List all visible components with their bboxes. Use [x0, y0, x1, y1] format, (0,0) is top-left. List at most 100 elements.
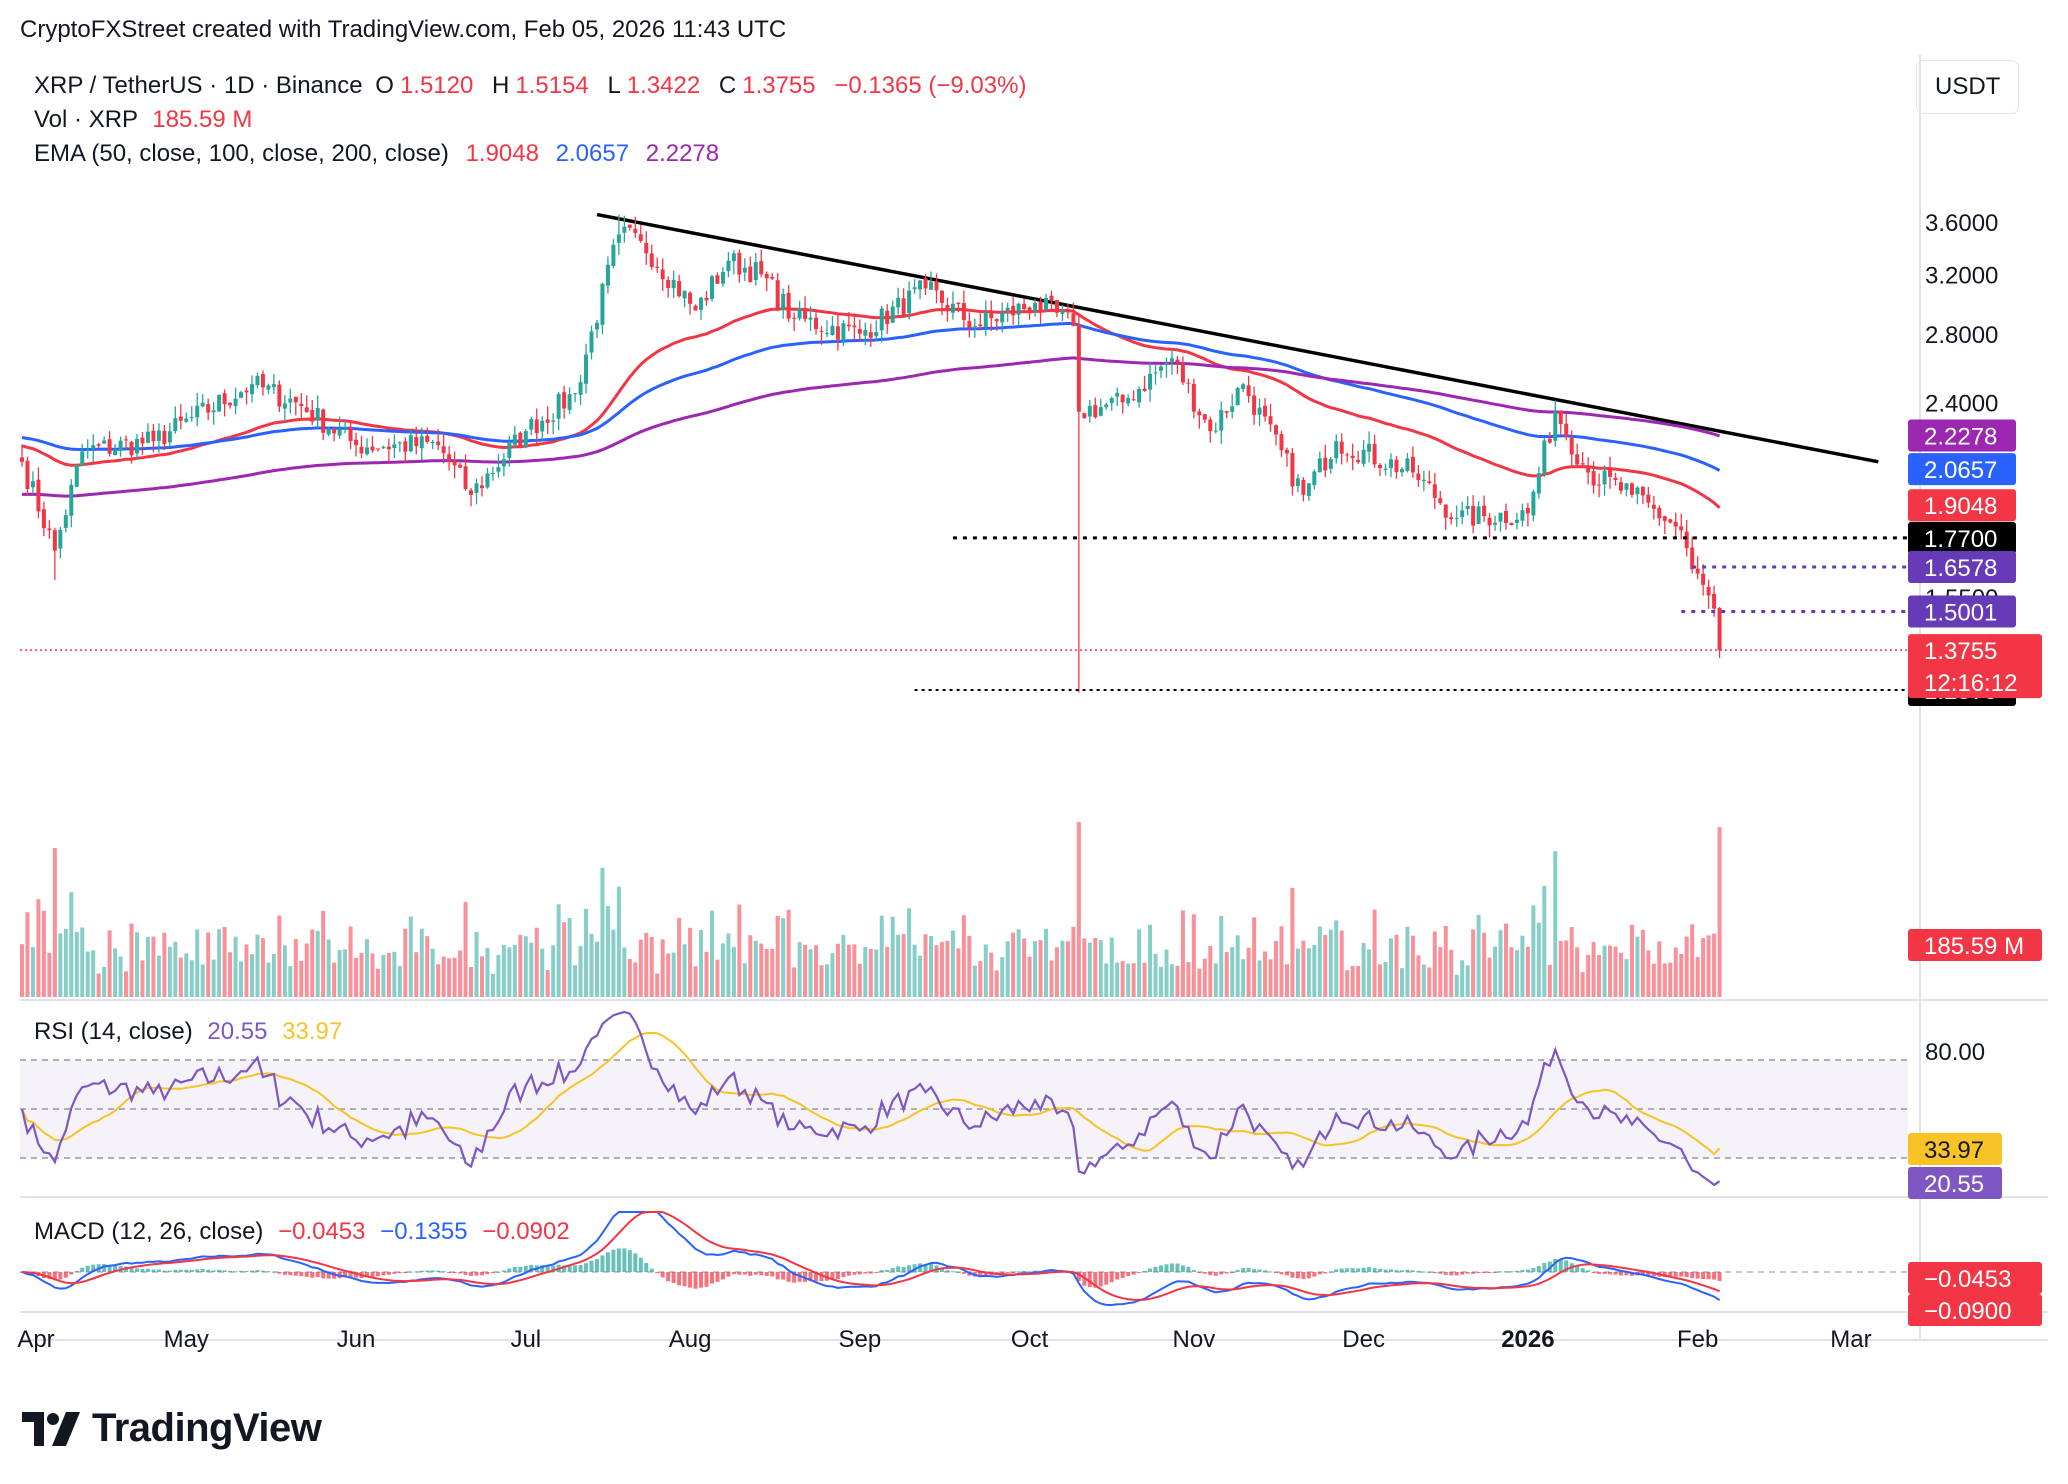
price-label-1.7700: 1.7700	[1924, 526, 1997, 553]
candle-body	[1690, 547, 1695, 570]
macd-histogram-bar	[1438, 1272, 1443, 1274]
macd-histogram-bar	[1684, 1272, 1689, 1278]
candle-body	[600, 283, 605, 325]
volume-value: 185.59 M	[152, 106, 253, 133]
volume-bar	[1246, 947, 1251, 997]
candle-body	[359, 446, 364, 454]
volume-bar	[47, 952, 52, 997]
candle-body	[1126, 397, 1131, 404]
volume-bar	[354, 957, 359, 997]
macd-histogram-bar	[1421, 1271, 1426, 1273]
candle-body	[792, 317, 797, 319]
candle-body	[1542, 440, 1547, 475]
candle-body	[1531, 491, 1536, 516]
macd-axis-label: −0.0900	[1924, 1298, 2011, 1325]
price-label-2.0657: 2.0657	[1924, 457, 1997, 484]
volume-bar	[200, 964, 205, 997]
volume-bar	[1022, 938, 1027, 997]
candle-body	[868, 332, 873, 338]
candle-body	[244, 390, 249, 393]
price-tick-label: 3.2000	[1925, 262, 1998, 289]
candle-body	[770, 276, 775, 279]
candle-body	[403, 441, 408, 452]
volume-bar	[1668, 962, 1673, 997]
volume-bar	[1542, 885, 1547, 997]
volume-bar	[1695, 956, 1700, 997]
volume-bar	[1126, 963, 1131, 997]
rsi-label-tag	[1908, 1133, 2002, 1165]
symbol-name[interactable]: XRP / TetherUS · 1D · Binance	[34, 72, 363, 99]
macd-histogram-bar	[1460, 1272, 1465, 1275]
macd-histogram-bar	[600, 1255, 605, 1272]
volume-bar	[1175, 965, 1180, 997]
candle-body	[1142, 388, 1147, 392]
macd-histogram-bar	[1493, 1272, 1498, 1273]
candle-body	[1054, 300, 1059, 313]
candle-body	[107, 439, 112, 454]
macd-histogram-bar	[419, 1270, 424, 1272]
candle-body	[830, 325, 835, 336]
macd-histogram-bar	[85, 1265, 90, 1272]
volume-bar	[562, 922, 567, 997]
price-axis[interactable]: 3.60003.20002.80002.40002.10001.70001.55…	[1908, 210, 2042, 961]
volume-bar	[1476, 914, 1481, 997]
open-value: 1.5120	[399, 72, 474, 99]
time-axis[interactable]: Apr May Jun Jul Aug Sep Oct Nov Dec 2026 Feb Mar	[17, 1326, 1871, 1353]
volume-bar	[501, 944, 506, 997]
candle-body	[52, 530, 57, 551]
volume-bar	[1076, 822, 1081, 997]
volume-bar	[277, 915, 282, 997]
currency-button[interactable]: USDT	[1916, 60, 2020, 114]
volume-bar	[753, 940, 758, 997]
candle-body	[764, 273, 769, 279]
volume-bar	[113, 948, 118, 997]
macd-histogram-bar	[1372, 1268, 1377, 1272]
macd-histogram-bar	[1295, 1272, 1300, 1279]
macd-histogram-bar	[233, 1271, 238, 1273]
volume-bar	[1580, 972, 1585, 997]
volume-bar	[1153, 953, 1158, 997]
candle-body	[1208, 419, 1213, 432]
macd-histogram-bar	[1695, 1272, 1700, 1279]
volume-bar	[25, 912, 30, 997]
volume-bar	[638, 939, 643, 997]
candle-body	[1120, 394, 1125, 403]
attribution-text: CryptoFXStreet created with TradingView.…	[20, 16, 787, 43]
tradingview-logo[interactable]: TradingView	[22, 1406, 322, 1451]
macd-histogram-bar	[1618, 1272, 1623, 1276]
candle-body	[1137, 388, 1142, 403]
time-label-Apr: Apr	[17, 1326, 54, 1353]
price-tick-label: 2.4000	[1925, 390, 1998, 417]
macd-histogram-bar	[846, 1272, 851, 1276]
candle-body	[195, 405, 200, 418]
candle-body	[1438, 498, 1443, 504]
candle-body	[430, 441, 435, 444]
price-label-2.0657-tag	[1908, 453, 2016, 486]
candle-body	[1640, 486, 1645, 496]
volume-bar	[1421, 964, 1426, 997]
candle-body	[162, 430, 167, 445]
volume-bar	[1257, 960, 1262, 997]
volume-bar	[1416, 955, 1421, 997]
candle-body	[1367, 443, 1372, 452]
macd-histogram-bar	[808, 1272, 813, 1282]
volume-bar	[835, 943, 840, 997]
candle-body	[879, 308, 884, 331]
candle-body	[507, 443, 512, 458]
candle-body	[677, 281, 682, 297]
candle-body	[1503, 511, 1508, 524]
volume-bar	[1120, 961, 1125, 997]
volume-bar	[1306, 948, 1311, 997]
rsi-pane: 80.00 33.97 20.55	[20, 1010, 2002, 1199]
candle-body	[200, 402, 205, 407]
volume-bar	[764, 949, 769, 997]
volume-bar	[726, 933, 731, 997]
macd-histogram-bar	[249, 1270, 254, 1272]
candle-body	[655, 266, 660, 268]
candle-body	[649, 253, 654, 267]
candle-body	[184, 418, 189, 422]
macd-histogram-bar	[501, 1270, 506, 1272]
candle-body	[594, 322, 599, 330]
rsi-legend: RSI (14, close) 20.55 33.97	[34, 1018, 343, 1045]
